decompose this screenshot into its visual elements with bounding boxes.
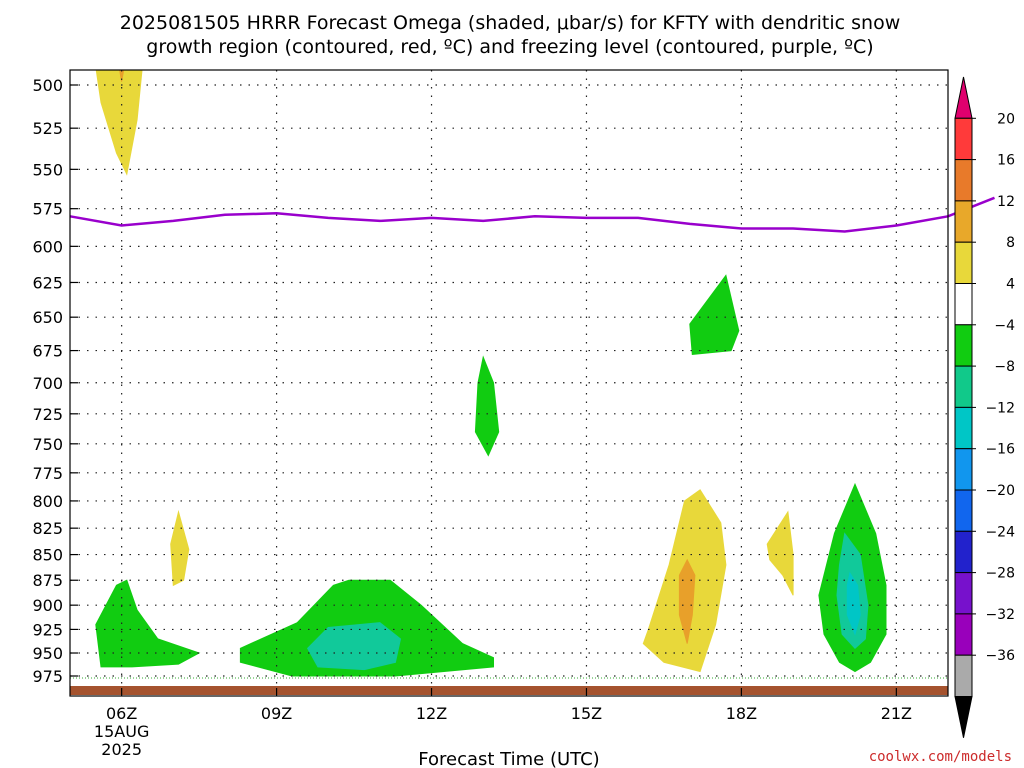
y-tick-label-9: 725	[32, 405, 63, 424]
freezing-level-line	[69, 196, 995, 233]
colorbar-label-11: −28	[985, 566, 1015, 582]
omega-region-15	[846, 571, 861, 636]
x-tick-label-2: 12Z	[416, 704, 447, 723]
ground-bar	[70, 686, 948, 695]
colorbar-swatch-8	[954, 406, 973, 450]
colorbar-swatch-11	[954, 530, 973, 574]
chart-subtitle: growth region (contoured, red, ºC) and f…	[146, 36, 873, 58]
colorbar-swatch-5	[954, 283, 973, 326]
y-tick-label-2: 550	[32, 160, 63, 179]
x-tick-label-5: 21Z	[881, 704, 912, 723]
x-tick-label-3: 15Z	[571, 704, 602, 723]
grid-lines	[70, 70, 948, 696]
y-tick-label-14: 850	[32, 546, 63, 565]
omega-region-7	[982, 213, 995, 317]
ground-surface	[70, 677, 948, 695]
source-credit: coolwx.com/models	[869, 749, 1012, 765]
colorbar-bottom-arrow	[954, 696, 973, 738]
x-tick-label-0: 06Z	[106, 704, 137, 723]
y-tick-label-6: 650	[32, 308, 63, 327]
colorbar-swatch-9	[954, 448, 973, 491]
y-tick-label-1: 525	[32, 119, 63, 138]
omega-region-11	[689, 274, 740, 356]
y-tick-label-19: 975	[32, 667, 63, 686]
freezing-level-contour	[69, 196, 995, 233]
plot-frame	[69, 69, 949, 697]
colorbar-swatch-1	[954, 117, 973, 161]
x-tick-label-4: 18Z	[726, 704, 757, 723]
x-date-label: 15AUG	[94, 722, 149, 741]
y-tick-label-16: 900	[32, 596, 63, 615]
y-tick-label-11: 775	[32, 464, 63, 483]
y-tick-label-0: 500	[32, 76, 63, 95]
colorbar-label-13: −36	[985, 648, 1015, 664]
x-axis-label: Forecast Time (UTC)	[418, 749, 599, 768]
colorbar-swatch-10	[954, 489, 973, 532]
colorbar-swatch-7	[954, 365, 973, 408]
y-tick-label-7: 675	[32, 342, 63, 361]
omega-shading	[95, 70, 995, 677]
omega-region-1	[119, 70, 125, 82]
colorbar-swatch-14	[954, 654, 973, 698]
y-tick-label-15: 875	[32, 571, 63, 590]
y-tick-label-5: 625	[32, 273, 63, 292]
colorbar-label-8: −16	[985, 442, 1015, 458]
x-year-label: 2025	[101, 740, 142, 759]
colorbar-label-2: 12	[997, 194, 1015, 210]
omega-region-5	[766, 510, 794, 596]
chart-title: 2025081505 HRRR Forecast Omega (shaded, …	[120, 12, 901, 34]
colorbar-top-arrow	[954, 76, 973, 119]
omega-region-10	[474, 355, 500, 457]
y-tick-label-17: 925	[32, 620, 63, 639]
colorbar-label-3: 8	[1006, 235, 1015, 251]
colorbar-label-12: −32	[985, 607, 1015, 623]
colorbar-swatch-4	[954, 241, 973, 284]
colorbar-label-0: 20	[997, 111, 1015, 127]
colorbar-swatch-13	[954, 613, 973, 656]
omega-region-0	[95, 70, 143, 176]
y-tick-label-10: 750	[32, 435, 63, 454]
omega-region-13	[306, 622, 402, 671]
colorbar-label-7: −12	[985, 400, 1015, 416]
y-tick-label-4: 600	[32, 237, 63, 256]
colorbar-swatch-3	[954, 200, 973, 243]
omega-region-2	[170, 509, 190, 587]
colorbar-label-5: −4	[994, 318, 1015, 334]
colorbar-swatch-12	[954, 572, 973, 615]
colorbar-swatch-6	[954, 324, 973, 367]
colorbar: 20 16 12 8 4 −4 −8 −12 −16 −20 −24 −28 −32 −36	[954, 76, 1015, 738]
colorbar-label-4: 4	[1006, 277, 1015, 293]
y-tick-label-18: 950	[32, 644, 63, 663]
colorbar-swatch-2	[954, 159, 973, 202]
colorbar-label-6: −8	[994, 359, 1015, 375]
y-tick-label-3: 575	[32, 200, 63, 219]
colorbar-label-1: 16	[997, 153, 1015, 169]
colorbar-label-10: −24	[985, 524, 1015, 540]
y-tick-label-8: 700	[32, 374, 63, 393]
omega-region-8	[95, 579, 201, 668]
colorbar-label-9: −20	[985, 483, 1015, 499]
y-axis: 500 525 550 575 600 625 650 675 700 725 750 775 800 8…	[32, 76, 78, 686]
y-tick-label-12: 800	[32, 492, 63, 511]
x-tick-label-1: 09Z	[261, 704, 292, 723]
y-tick-label-13: 825	[32, 519, 63, 538]
